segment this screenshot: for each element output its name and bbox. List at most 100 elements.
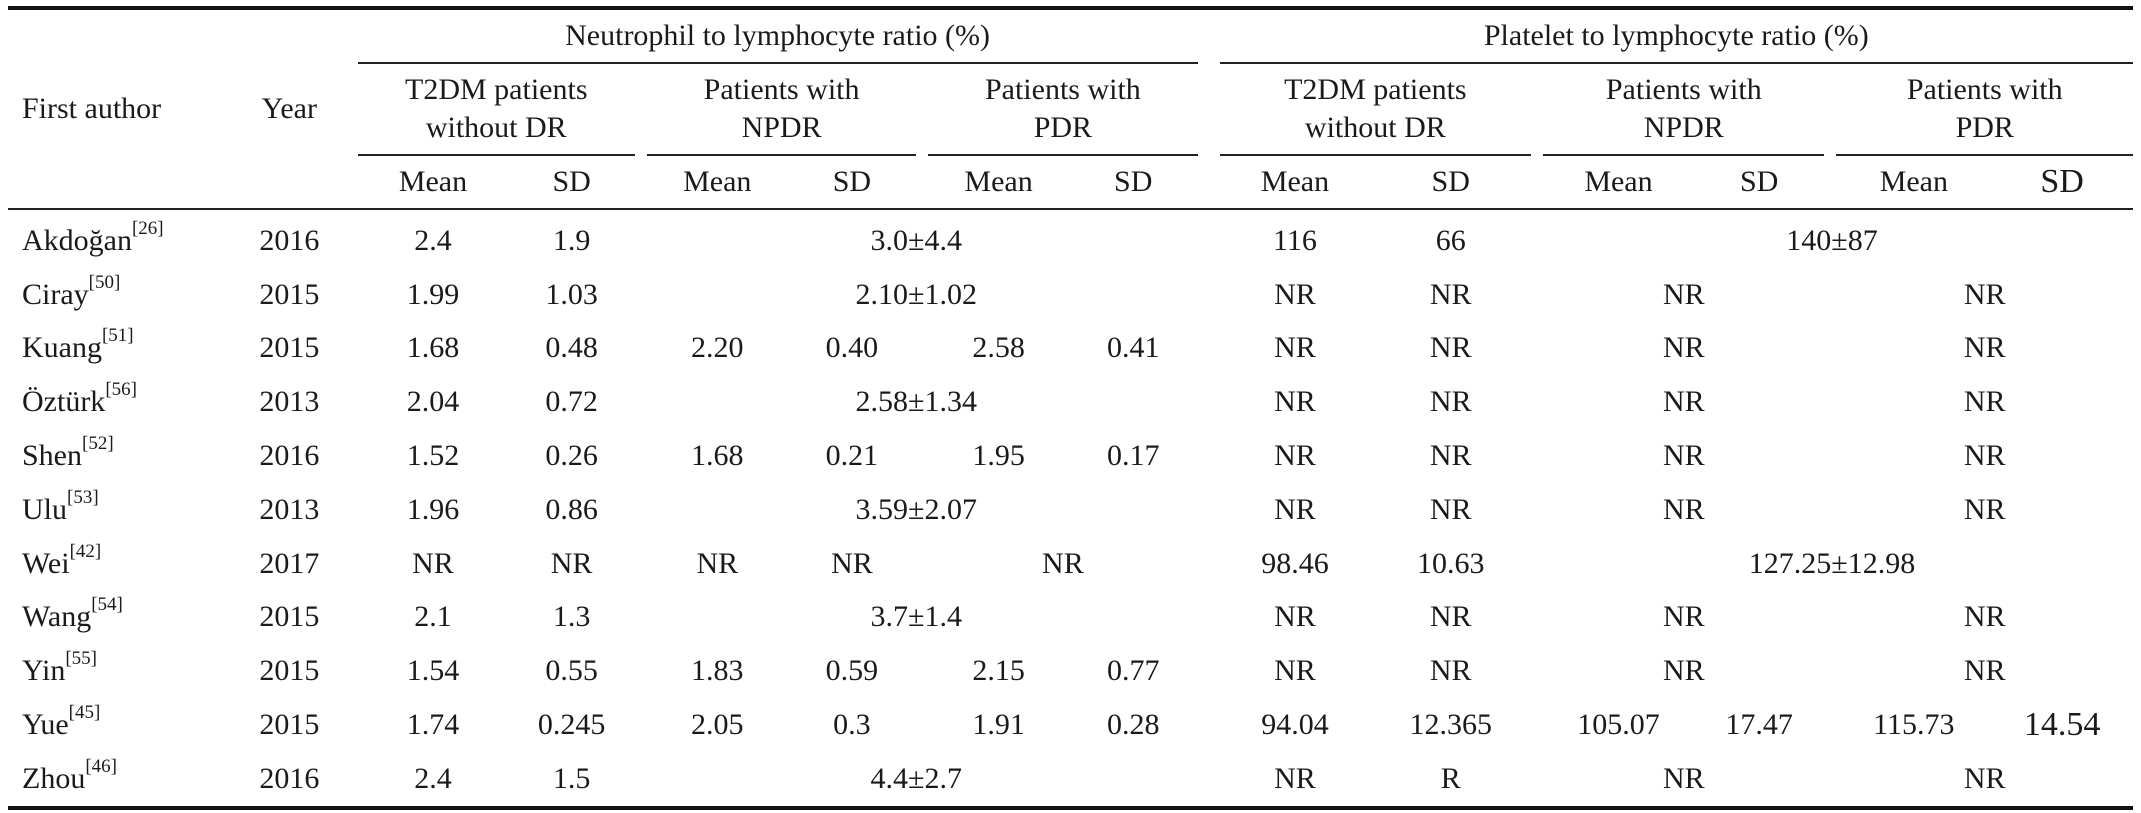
sd-header: SD	[508, 155, 635, 210]
nlr-pdr-sd: 0.17	[1106, 439, 1160, 473]
plr-t2dm-mean: NR	[1274, 277, 1316, 311]
year-cell: 2013	[259, 492, 320, 526]
nlr-npdr-mean: 2.20	[691, 331, 744, 365]
plr-t2dm-mean: NR	[1274, 385, 1316, 419]
plr-t2dm-sd: NR	[1429, 492, 1472, 526]
first-author-header: First author	[8, 6, 230, 210]
mean-header: Mean	[928, 155, 1069, 210]
plr-t2dm-sd: NR	[1429, 439, 1472, 473]
nlr-npdr-sd: 0.40	[825, 331, 879, 365]
year-cell: 2016	[259, 439, 320, 473]
plr-npdr-cell: NR	[1662, 331, 1705, 365]
sd-header: SD	[787, 155, 917, 210]
plr-dr-merged: 140±87	[1786, 223, 1878, 257]
nlr-pdr-header: Patients with PDR	[928, 63, 1198, 156]
mean-header: Mean	[1219, 155, 1371, 210]
plr-t2dm-mean: NR	[1219, 751, 1371, 810]
plr-t2dm-mean: 94.04	[1261, 708, 1329, 742]
nlr-t2dm-sd: 0.86	[545, 492, 598, 526]
table-row: Yue[45] 2015 1.74 0.245 2.05 0.3 1.91 0.…	[8, 698, 2133, 752]
nlr-t2dm-sd: 0.72	[545, 385, 598, 419]
year-cell: 2013	[259, 385, 320, 419]
plr-pdr-sd: 14.54	[2023, 706, 2101, 744]
nlr-npdr-sd: NR	[831, 546, 873, 580]
author-cell: Yin[55]	[22, 648, 98, 688]
nlr-pdr-sd: 0.77	[1106, 654, 1160, 688]
plr-t2dm-sd: NR	[1429, 385, 1472, 419]
nlr-pdr-sd: 0.28	[1106, 708, 1160, 742]
nlr-t2dm-sd: NR	[550, 546, 593, 580]
year-cell: 2015	[259, 600, 320, 634]
nlr-group-header: Neutrophil to lymphocyte ratio (%)	[357, 6, 1198, 64]
plr-t2dm-mean: 116	[1273, 223, 1317, 257]
nlr-dr-merged: 3.59±2.07	[855, 492, 977, 526]
nlr-dr-merged: 3.7±1.4	[870, 600, 962, 634]
plr-pdr-cell: NR	[1836, 751, 2133, 810]
mean-header: Mean	[1836, 155, 1992, 210]
plr-t2dm-mean: 98.46	[1261, 546, 1329, 580]
nlr-dr-merged: 2.10±1.02	[855, 277, 977, 311]
nlr-t2dm-sd: 0.55	[545, 654, 598, 688]
plr-t2dm-sd: 12.365	[1409, 708, 1492, 742]
nlr-t2dm-sd: 1.3	[552, 600, 591, 634]
nlr-t2dm-header: T2DM patients without DR	[357, 63, 635, 156]
nlr-pdr-cell: NR	[1042, 546, 1084, 580]
plr-pdr-cell: NR	[1963, 492, 2006, 526]
table-row: Zhou[46] 2016 2.4 1.5 4.4±2.7 NR R NR NR	[8, 751, 2133, 810]
author-cell: Wei[42]	[22, 540, 102, 580]
table-row: Ciray[50] 2015 1.99 1.03 2.10±1.02 NR NR…	[8, 268, 2133, 322]
header-row-3: Mean SD Mean SD Mean SD Mean SD Mean SD …	[8, 155, 2133, 210]
nlr-t2dm-mean: 1.74	[406, 708, 460, 742]
plr-t2dm-mean: NR	[1274, 600, 1316, 634]
author-cell: Akdoğan[26]	[22, 217, 164, 257]
table-row: Yin[55] 2015 1.54 0.55 1.83 0.59 2.15 0.…	[8, 644, 2133, 698]
plr-t2dm-sd: NR	[1429, 331, 1472, 365]
nlr-pdr-mean: 1.95	[972, 439, 1025, 473]
plr-t2dm-sd: NR	[1429, 600, 1472, 634]
plr-npdr-mean: 105.07	[1577, 708, 1660, 742]
plr-npdr-cell: NR	[1662, 654, 1705, 688]
data-table: First author Year Neutrophil to lymphocy…	[8, 6, 2133, 810]
table-row: Kuang[51] 2015 1.68 0.48 2.20 0.40 2.58 …	[8, 322, 2133, 376]
sd-header: SD	[1991, 155, 2133, 210]
plr-pdr-cell: NR	[1963, 600, 2006, 634]
nlr-t2dm-sd: 0.48	[545, 331, 598, 365]
nlr-npdr-mean: 1.83	[691, 654, 744, 688]
plr-npdr-sd: 17.47	[1725, 708, 1793, 742]
nlr-pdr-mean: 2.58	[972, 331, 1025, 365]
plr-t2dm-sd: 66	[1435, 223, 1466, 257]
plr-npdr-cell: NR	[1662, 492, 1705, 526]
author-cell: Shen[52]	[22, 433, 114, 473]
nlr-t2dm-mean: 2.04	[406, 385, 460, 419]
plr-pdr-cell: NR	[1963, 277, 2006, 311]
nlr-t2dm-mean: 2.4	[414, 223, 452, 257]
plr-t2dm-mean: NR	[1274, 439, 1316, 473]
plr-npdr-cell: NR	[1662, 385, 1705, 419]
nlr-t2dm-sd: 1.03	[545, 277, 598, 311]
plr-npdr-cell: NR	[1662, 439, 1705, 473]
table-row: Akdoğan[26] 2016 2.4 1.9 3.0±4.4 116 66 …	[8, 209, 2133, 268]
plr-group-header: Platelet to lymphocyte ratio (%)	[1219, 6, 2133, 64]
plr-pdr-mean: 115.73	[1873, 708, 1955, 742]
plr-pdr-header: Patients with PDR	[1836, 63, 2133, 156]
nlr-t2dm-sd: 0.245	[537, 708, 606, 742]
nlr-t2dm-mean: 1.52	[406, 439, 460, 473]
nlr-t2dm-mean: NR	[412, 546, 454, 580]
plr-t2dm-mean: NR	[1274, 331, 1316, 365]
plr-pdr-cell: NR	[1963, 439, 2006, 473]
nlr-npdr-sd: 0.3	[833, 708, 871, 742]
plr-npdr-header: Patients with NPDR	[1543, 63, 1825, 156]
plr-pdr-cell: NR	[1963, 331, 2006, 365]
year-cell: 2016	[229, 751, 350, 810]
nlr-pdr-mean: 1.91	[972, 708, 1025, 742]
nlr-t2dm-sd: 1.5	[508, 751, 635, 810]
plr-npdr-cell: NR	[1543, 751, 1825, 810]
nlr-t2dm-sd: 1.9	[552, 223, 591, 257]
nlr-t2dm-sd: 0.26	[545, 439, 598, 473]
table-row: Wang[54] 2015 2.1 1.3 3.7±1.4 NR NR NR N…	[8, 591, 2133, 645]
year-cell: 2017	[259, 546, 320, 580]
nlr-npdr-header: Patients with NPDR	[646, 63, 917, 156]
plr-t2dm-mean: NR	[1274, 654, 1316, 688]
plr-t2dm-sd: NR	[1429, 277, 1472, 311]
nlr-pdr-mean: 2.15	[972, 654, 1025, 688]
